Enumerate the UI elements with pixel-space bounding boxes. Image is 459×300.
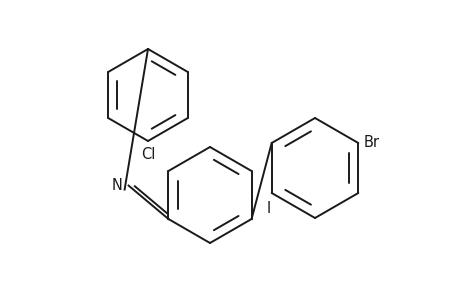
Text: Cl: Cl xyxy=(140,147,155,162)
Text: I: I xyxy=(266,201,270,216)
Text: N: N xyxy=(112,178,123,193)
Text: Br: Br xyxy=(363,136,379,151)
